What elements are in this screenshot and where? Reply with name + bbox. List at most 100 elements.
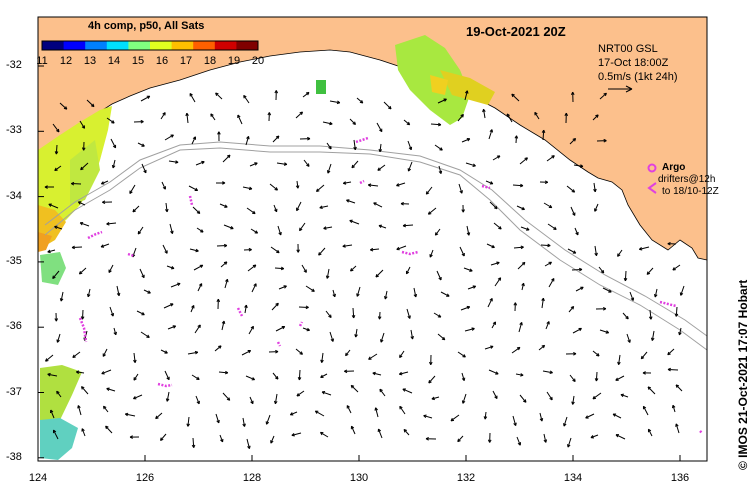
current-arrow: [433, 312, 442, 318]
current-arrowhead: [56, 339, 60, 343]
current-arrow: [599, 329, 609, 334]
current-arrowhead: [275, 349, 279, 354]
current-arrowhead: [548, 204, 553, 209]
current-arrowhead: [267, 112, 272, 116]
current-arrowhead: [513, 422, 517, 426]
current-arrowhead: [369, 247, 374, 252]
current-arrowhead: [617, 361, 621, 366]
current-arrow: [654, 288, 658, 298]
current-arrow: [112, 159, 116, 169]
current-arrowhead: [196, 376, 200, 381]
current-arrowhead: [132, 208, 136, 213]
current-arrow: [296, 390, 305, 397]
current-arrow: [516, 436, 521, 446]
current-arrow: [60, 291, 64, 302]
current-arrow: [492, 390, 498, 399]
current-arrow: [413, 287, 417, 298]
latitude-tick-label: -34: [6, 189, 22, 202]
current-arrow: [163, 303, 174, 309]
current-arrow: [546, 391, 553, 401]
current-arrowhead: [571, 189, 576, 193]
current-arrowhead: [602, 306, 607, 311]
current-arrowhead: [299, 111, 304, 115]
current-arrowhead: [396, 246, 400, 251]
current-arrowhead: [221, 320, 226, 325]
current-arrow: [615, 434, 626, 440]
current-arrow: [270, 435, 275, 444]
current-arrowhead: [224, 204, 228, 208]
current-arrowhead: [323, 226, 327, 230]
current-arrowhead: [517, 442, 522, 446]
current-arrowhead: [521, 282, 525, 287]
current-arrowhead: [399, 354, 403, 359]
current-arrow: [249, 162, 258, 167]
current-arrowhead: [446, 293, 450, 297]
current-arrowhead: [265, 421, 270, 425]
current-arrow: [100, 243, 110, 248]
current-arrow: [399, 350, 405, 358]
current-arrowhead: [141, 143, 145, 147]
current-arrow: [110, 138, 117, 149]
colorbar-tick-label: 14: [107, 55, 121, 67]
current-arrowhead: [77, 201, 82, 205]
current-arrow: [573, 164, 583, 167]
current-arrow: [680, 285, 685, 296]
current-arrow: [52, 270, 60, 279]
current-arrow: [434, 144, 443, 151]
current-arrow: [72, 246, 83, 249]
current-arrowhead: [72, 354, 76, 358]
current-arrow: [483, 109, 486, 119]
current-arrow: [464, 327, 475, 332]
current-arrowhead: [164, 350, 168, 354]
current-arrowhead: [494, 395, 498, 399]
current-arrowhead: [667, 241, 671, 246]
current-arrow: [538, 344, 545, 351]
current-arrow: [52, 123, 60, 133]
current-arrow: [457, 351, 466, 358]
current-arrow: [56, 390, 62, 398]
current-arrow: [101, 180, 109, 185]
current-arrow: [245, 375, 255, 381]
current-arrowhead: [356, 293, 360, 297]
current-arrow: [399, 371, 409, 375]
current-arrowhead: [275, 135, 280, 140]
argo-legend: Argo drifters@12h to 18/10-12Z: [648, 162, 719, 198]
current-arrowhead: [539, 418, 544, 422]
current-arrowhead: [254, 162, 258, 166]
current-arrow: [396, 182, 406, 187]
current-arrowhead: [166, 376, 170, 381]
current-arrowhead: [461, 209, 465, 213]
current-arrow: [329, 100, 340, 104]
current-arrow: [467, 285, 476, 290]
current-arrow: [518, 322, 523, 333]
current-arrowhead: [398, 371, 403, 376]
current-arrowhead: [431, 396, 435, 401]
current-arrow: [274, 393, 278, 404]
current-arrowhead: [428, 379, 432, 384]
current-arrow: [326, 142, 332, 150]
current-arrow: [77, 405, 82, 416]
current-arrowhead: [48, 203, 52, 207]
current-arrow: [486, 243, 495, 248]
current-arrowhead: [326, 170, 331, 174]
argo-legend-title: Argo: [662, 162, 686, 173]
current-arrow: [332, 289, 336, 297]
current-arrowhead: [297, 377, 302, 381]
colorbar-tick-label: 16: [155, 55, 169, 67]
current-arrow: [376, 122, 383, 132]
current-arrow: [164, 134, 174, 141]
current-arrow: [78, 201, 86, 206]
legend-title: 4h comp, p50, All Sats: [88, 20, 205, 32]
current-arrow: [303, 159, 310, 167]
current-arrow: [436, 270, 442, 281]
current-arrowhead: [642, 371, 646, 375]
current-arrow: [299, 222, 306, 232]
current-arrowhead: [594, 378, 599, 382]
current-arrowhead: [534, 111, 538, 116]
current-arrowhead: [346, 405, 350, 409]
current-arrowhead: [342, 181, 347, 185]
current-arrowhead: [450, 417, 455, 422]
current-arrowhead: [461, 253, 465, 257]
current-arrowhead: [374, 407, 378, 411]
latitude-tick-label: -33: [6, 124, 22, 137]
